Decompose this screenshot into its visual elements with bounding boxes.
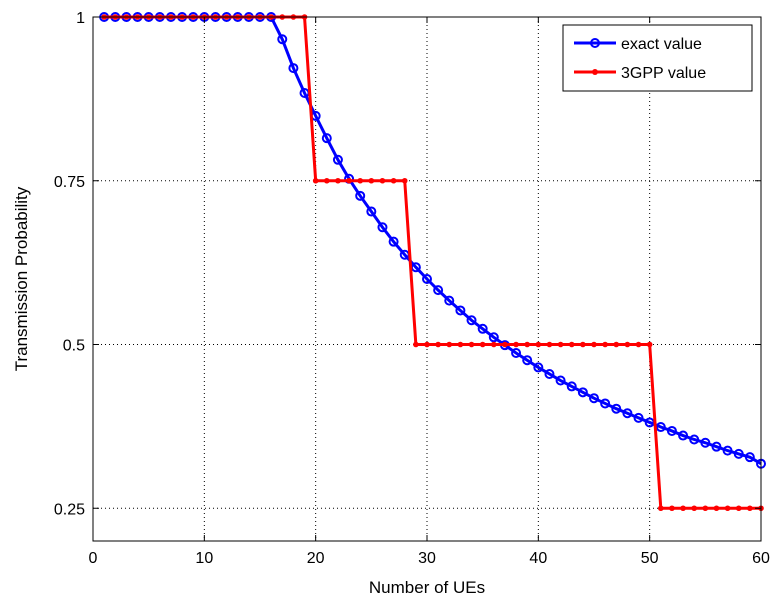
data-point-3gpp-value — [357, 177, 364, 184]
data-point-exact-value — [733, 448, 744, 459]
y-tick-label: 1 — [76, 10, 85, 27]
data-point-3gpp-value — [568, 341, 575, 348]
data-point-3gpp-value — [379, 177, 386, 184]
data-point-exact-value — [377, 222, 388, 233]
data-point-exact-value — [722, 445, 733, 456]
x-tick-label: 20 — [307, 550, 325, 567]
data-point-exact-value — [466, 315, 477, 326]
data-point-3gpp-value — [513, 341, 519, 348]
data-point-3gpp-value — [324, 177, 330, 184]
data-point-3gpp-value — [457, 341, 464, 348]
data-point-exact-value — [355, 190, 366, 201]
data-point-3gpp-value — [580, 341, 586, 348]
data-point-3gpp-value — [747, 505, 753, 512]
data-point-3gpp-value — [646, 341, 653, 348]
data-point-exact-value — [633, 412, 644, 423]
data-point-3gpp-value — [613, 341, 620, 348]
data-point-exact-value — [577, 387, 588, 398]
legend-marker-exact — [590, 38, 600, 48]
data-point-3gpp-value — [446, 341, 453, 348]
data-point-exact-value — [544, 368, 555, 379]
data-point-3gpp-value — [702, 505, 709, 512]
legend-label-exact: exact value — [621, 36, 702, 53]
data-point-3gpp-value — [735, 505, 742, 512]
data-point-3gpp-value — [602, 341, 608, 348]
data-point-exact-value — [488, 332, 499, 343]
data-point-exact-value — [589, 393, 599, 404]
data-point-exact-value — [555, 375, 566, 386]
data-point-exact-value — [600, 398, 611, 409]
data-point-3gpp-value — [691, 505, 697, 512]
data-point-exact-value — [511, 348, 522, 359]
data-point-3gpp-value — [401, 177, 408, 184]
data-point-3gpp-value — [390, 177, 397, 184]
y-tick-label: 0.5 — [63, 338, 85, 355]
data-point-exact-value — [655, 422, 666, 433]
x-tick-label: 40 — [529, 550, 547, 567]
data-point-exact-value — [700, 437, 711, 448]
data-point-3gpp-value — [335, 177, 341, 184]
data-point-exact-value — [277, 34, 288, 45]
data-point-exact-value — [422, 274, 432, 284]
data-point-3gpp-value — [468, 341, 475, 348]
data-point-exact-value — [566, 381, 577, 392]
data-point-3gpp-value — [591, 341, 597, 348]
data-point-3gpp-value — [557, 341, 564, 348]
x-tick-label: 60 — [752, 550, 770, 567]
data-point-3gpp-value — [724, 505, 731, 512]
data-point-exact-value — [744, 452, 755, 463]
data-point-3gpp-value — [502, 341, 508, 348]
data-point-exact-value — [522, 355, 533, 366]
data-point-3gpp-value — [424, 341, 430, 348]
legend-label-3gpp: 3GPP value — [621, 65, 706, 82]
data-point-3gpp-value — [624, 341, 631, 348]
data-point-3gpp-value — [346, 177, 352, 184]
data-point-3gpp-value — [435, 341, 441, 348]
y-tick-label: 0.25 — [54, 501, 85, 518]
x-tick-label: 10 — [195, 550, 213, 567]
data-point-3gpp-value — [413, 341, 419, 348]
legend-marker-3gpp — [592, 69, 598, 75]
data-point-exact-value — [711, 441, 722, 452]
x-axis-title: Number of UEs — [369, 578, 485, 597]
data-point-3gpp-value — [491, 341, 497, 348]
data-point-exact-value — [666, 425, 677, 436]
data-point-3gpp-value — [635, 341, 642, 348]
legend-box — [562, 24, 753, 92]
data-point-exact-value — [533, 362, 544, 373]
data-point-exact-value — [622, 408, 633, 419]
legend: exact value 3GPP value — [562, 24, 753, 92]
data-point-3gpp-value — [658, 505, 664, 512]
data-point-3gpp-value — [368, 177, 375, 184]
data-point-exact-value — [366, 206, 377, 217]
data-point-3gpp-value — [669, 505, 675, 512]
data-point-3gpp-value — [546, 341, 553, 348]
data-point-3gpp-value — [312, 177, 319, 184]
data-point-exact-value — [455, 305, 466, 316]
data-point-exact-value — [477, 323, 488, 334]
x-tick-label: 30 — [418, 550, 436, 567]
x-tick-label: 50 — [641, 550, 659, 567]
y-tick-label: 0.75 — [54, 174, 85, 191]
data-point-3gpp-value — [479, 341, 486, 348]
data-point-3gpp-value — [680, 505, 686, 512]
axis-ticks: 0 10 20 30 40 50 60 0.25 0.5 0.75 1 — [54, 10, 770, 567]
data-point-exact-value — [689, 434, 700, 445]
data-point-exact-value — [288, 63, 299, 74]
data-point-exact-value — [332, 154, 343, 165]
data-point-exact-value — [611, 403, 622, 414]
data-point-exact-value — [678, 430, 689, 441]
x-tick-label: 0 — [89, 550, 98, 567]
data-point-3gpp-value — [524, 341, 530, 348]
data-point-3gpp-value — [713, 505, 720, 512]
data-point-exact-value — [433, 285, 444, 296]
data-point-exact-value — [388, 236, 399, 247]
data-point-3gpp-value — [535, 341, 542, 348]
data-point-exact-value — [444, 295, 455, 306]
data-point-exact-value — [321, 133, 332, 144]
y-axis-title: Transmission Probability — [12, 186, 31, 371]
